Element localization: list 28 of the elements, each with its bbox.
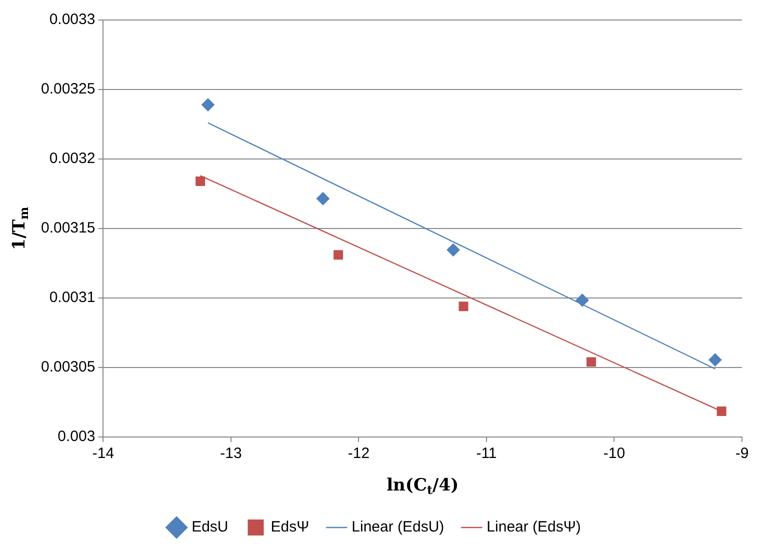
point	[716, 406, 726, 416]
legend-label: EdsU	[192, 518, 228, 536]
point	[316, 192, 330, 206]
point	[576, 294, 589, 307]
x-tick-label: -13	[220, 445, 242, 462]
point	[586, 357, 596, 367]
x-tick-label: -9	[735, 445, 749, 462]
y-tick-label: 0.0033	[49, 11, 96, 28]
y-tick-label: 0.003	[58, 428, 96, 446]
point	[446, 243, 460, 256]
legend-label: Linear (EdsU)	[352, 518, 444, 536]
x-tick-label: -11	[476, 445, 497, 462]
x-tick-label: -10	[603, 445, 626, 462]
legend-label: EdsΨ	[270, 518, 310, 536]
y-tick-label: 0.00325	[40, 80, 96, 98]
point	[334, 250, 344, 260]
y-tick-label: 0.0031	[49, 289, 96, 306]
y-tick-label: 0.00305	[40, 358, 96, 376]
x-tick-label: -14	[92, 445, 114, 462]
y-tick-label: 0.00315	[40, 220, 96, 237]
y-axis-title: 1/Tm	[9, 206, 32, 250]
point	[708, 353, 722, 366]
point	[201, 98, 214, 112]
x-tick-label: -12	[348, 445, 370, 462]
point	[196, 176, 206, 186]
y-tick-label: 0.0032	[49, 150, 96, 168]
legend-label: Linear (EdsΨ)	[486, 518, 581, 536]
point	[458, 302, 468, 312]
